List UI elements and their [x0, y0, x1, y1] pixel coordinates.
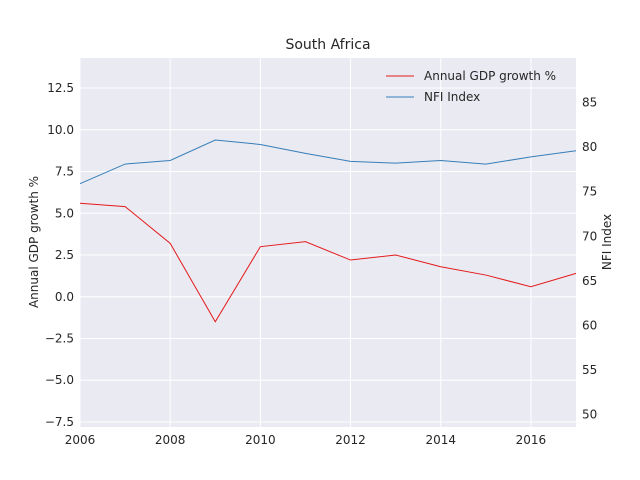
x-axis-ticks: 2006 2008 2010 2012 2014 2016	[65, 433, 546, 447]
right-axis-ticks: 50 55 60 65 70 75 80 85	[582, 96, 597, 422]
grid	[79, 58, 576, 427]
x-tick-label: 2014	[425, 433, 456, 447]
y-tick-label: 12.5	[47, 81, 74, 95]
x-tick-label: 2016	[516, 433, 547, 447]
series-line-gdp-growth	[79, 202, 577, 323]
y2-axis-title: NFI Index	[600, 214, 614, 270]
y-axis-title: Annual GDP growth %	[27, 176, 41, 308]
y-tick-label: 2.5	[55, 248, 74, 262]
x-tick-label: 2010	[245, 433, 276, 447]
y2-tick-label: 60	[582, 318, 597, 332]
y2-tick-label: 70	[582, 229, 597, 243]
chart-title: South Africa	[285, 37, 370, 53]
y2-tick-label: 50	[582, 408, 597, 422]
left-axis-ticks: −7.5 −5.0 −2.5 0.0 2.5 5.0 7.5 10.0 12.5	[45, 81, 74, 429]
y-tick-label: 0.0	[55, 290, 74, 304]
y2-tick-label: 55	[582, 363, 597, 377]
legend-label-gdp: Annual GDP growth %	[424, 69, 556, 83]
x-tick-label: 2012	[335, 433, 366, 447]
x-tick-label: 2008	[155, 433, 186, 447]
series-layer	[79, 139, 577, 323]
legend: Annual GDP growth % NFI Index	[386, 69, 556, 104]
series-line-nfi-index	[79, 139, 577, 185]
y-tick-label: −5.0	[45, 373, 74, 387]
y2-tick-label: 65	[582, 274, 597, 288]
y2-tick-label: 80	[582, 140, 597, 154]
y2-tick-label: 75	[582, 185, 597, 199]
y-tick-label: 10.0	[47, 123, 74, 137]
y-tick-label: 5.0	[55, 206, 74, 220]
y2-tick-label: 85	[582, 96, 597, 110]
y-tick-label: −2.5	[45, 332, 74, 346]
plot-area	[80, 58, 576, 427]
x-tick-label: 2006	[65, 433, 96, 447]
legend-label-nfi: NFI Index	[424, 90, 480, 104]
y-tick-label: 7.5	[55, 165, 74, 179]
y-tick-label: −7.5	[45, 415, 74, 429]
